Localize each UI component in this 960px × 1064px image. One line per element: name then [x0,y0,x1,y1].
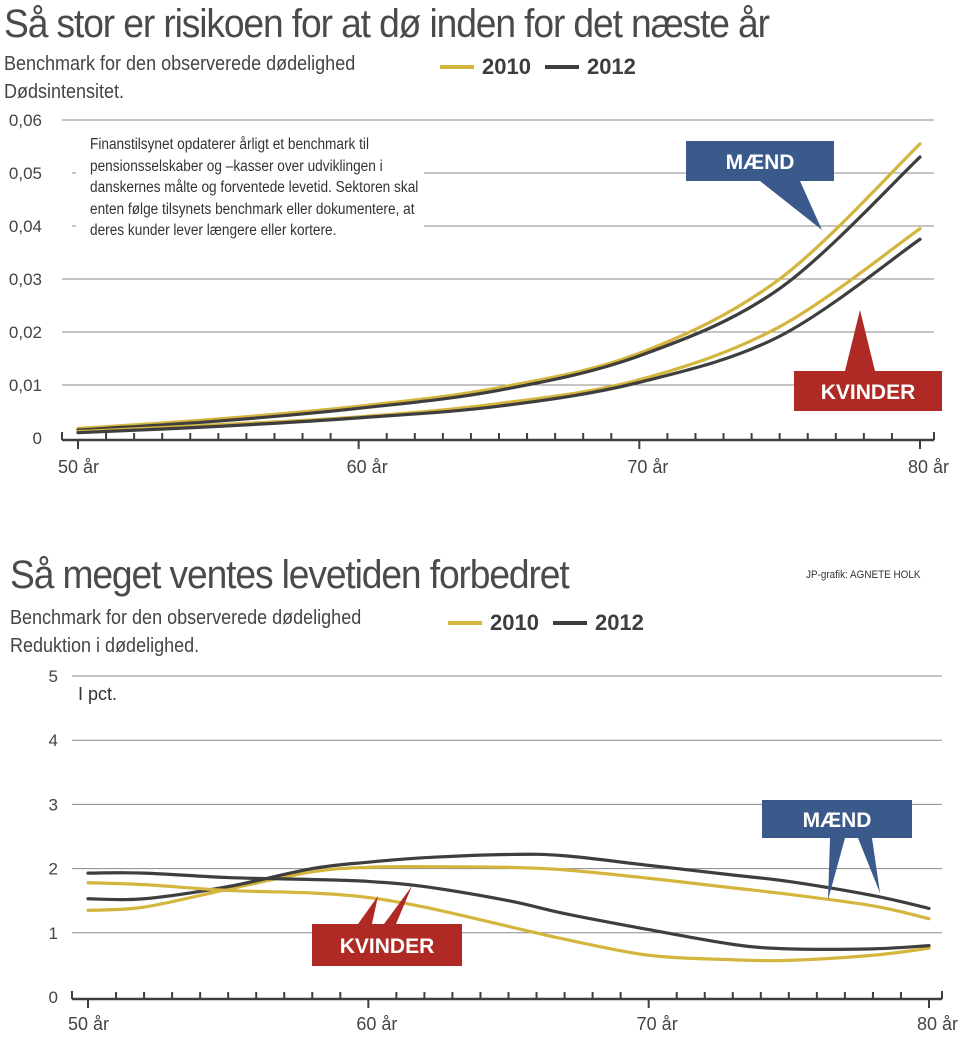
x-tick-label: 60 år [356,1014,397,1034]
callout-label: KVINDER [821,381,916,404]
chart1-ylabel: Dødsintensitet. [4,81,125,103]
y-tick-label: 0,01 [9,376,42,395]
legend-swatch-2012 [552,621,587,625]
callout-pointer [828,838,845,900]
chart1-note: Finanstilsynet opdaterer årligt et bench… [90,136,419,239]
series-line-maend-2010 [86,865,931,921]
legend-swatch-2012 [544,65,579,69]
x-tick-label: 70 år [627,457,668,477]
legend-swatch-2010 [448,621,482,625]
callout-pointer [760,181,822,230]
legend-label-2010: 2010 [490,610,539,635]
y-tick-label: 0,03 [9,270,42,289]
callout-label: KVINDER [340,935,435,958]
chart1-plot: 0 0,01 0,02 0,03 0,04 0,05 0,06 50 år 60 år 70 år… [9,111,949,477]
callout-maend: MÆND [686,141,834,230]
chart1-subtitle: Benchmark for den observerede dødelighed [4,53,356,75]
y-tick-label: 4 [49,731,58,750]
y-tick-label: 1 [49,924,58,943]
y-tick-label: 0,02 [9,323,42,342]
y-tick-label: 2 [49,860,58,879]
y-tick-label: 5 [49,667,58,686]
x-tick-label: 50 år [58,457,99,477]
chart2-subtitle: Benchmark for den observerede dødelighed [10,607,362,629]
y-tick-label: 0,06 [9,111,42,130]
x-tick-label: 80 år [917,1014,958,1034]
x-tick-label: 50 år [68,1014,109,1034]
chart2-legend: 2010 2012 [448,610,644,636]
callout-box [794,371,942,411]
callout-kvinder: KVINDER [312,886,462,966]
series-line-maend-2012 [76,155,922,432]
x-tick-label: 80 år [908,457,949,477]
legend-label-2010: 2010 [482,54,531,79]
callout-label: MÆND [803,809,872,832]
series-line-kvinder-2012 [76,237,922,435]
series-line-kvinder-2010 [86,881,931,963]
chart2-plot: 0 1 2 3 4 5 I pct. 50 år 60 år 70 år 80 år MÆND KVIN… [49,667,959,1034]
callout-box [312,924,462,966]
credit: JP-grafik: AGNETE HOLK [806,569,921,581]
x-tick-label: 70 år [637,1014,678,1034]
y-tick-label: 3 [49,795,58,814]
callout-pointer [845,310,875,371]
series-line-kvinder-2012 [86,871,931,951]
legend-label-2012: 2012 [594,610,644,635]
chart2-ylabel: Reduktion i dødelighed. [10,635,200,657]
legend-swatch-2010 [440,65,474,69]
unit-label: I pct. [78,684,117,704]
chart1-title: Så stor er risikoen for at dø inden for … [4,2,770,46]
callout-pointer [384,886,412,924]
y-tick-label: 0 [33,429,42,448]
callout-pointer [858,838,880,893]
callout-label: MÆND [726,151,795,174]
y-tick-label: 0 [49,988,58,1007]
series-line-maend-2010 [76,142,922,431]
chart1-legend: 2010 2012 [440,54,636,80]
x-tick-label: 60 år [347,457,388,477]
series-line-maend-2012 [86,852,931,911]
chart2-title: Så meget ventes levetiden forbedret [10,553,570,597]
y-tick-label: 0,04 [9,217,42,236]
y-tick-label: 0,05 [9,164,42,183]
callout-kvinder: KVINDER [794,310,942,411]
callout-pointer [358,896,378,924]
legend-label-2012: 2012 [586,54,636,79]
callout-box [686,141,834,181]
callout-box [762,800,912,838]
callout-maend: MÆND [762,800,912,900]
